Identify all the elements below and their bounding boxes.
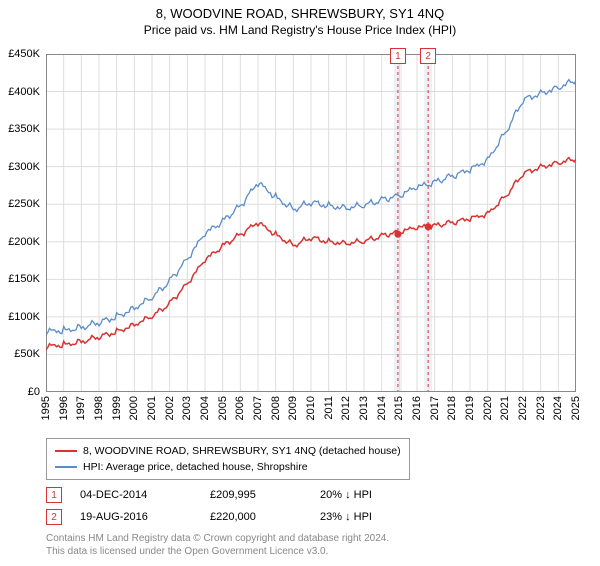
x-axis-label: 2005 bbox=[217, 396, 229, 420]
sale-date: 19-AUG-2016 bbox=[80, 511, 210, 523]
footer-line-1: Contains HM Land Registry data © Crown c… bbox=[46, 532, 389, 545]
y-axis-label: £400K bbox=[0, 86, 40, 98]
legend: 8, WOODVINE ROAD, SHREWSBURY, SY1 4NQ (d… bbox=[46, 438, 410, 480]
sale-row: 1 04-DEC-2014£209,99520% ↓ HPI bbox=[46, 484, 430, 506]
sale-records: 1 04-DEC-2014£209,99520% ↓ HPI 2 19-AUG-201… bbox=[46, 484, 430, 528]
x-axis-label: 2018 bbox=[446, 396, 458, 420]
legend-item: HPI: Average price, detached house, Shro… bbox=[55, 459, 401, 475]
x-axis-label: 2014 bbox=[376, 396, 388, 420]
x-axis-label: 2012 bbox=[340, 396, 352, 420]
x-axis-label: 2017 bbox=[429, 396, 441, 420]
y-axis-label: £350K bbox=[0, 123, 40, 135]
footer-line-2: This data is licensed under the Open Gov… bbox=[46, 545, 389, 558]
sale-badge: 1 bbox=[46, 487, 62, 503]
sale-marker-badge: 2 bbox=[420, 48, 436, 64]
x-axis-label: 2007 bbox=[252, 396, 264, 420]
legend-swatch bbox=[55, 450, 77, 452]
sale-price: £209,995 bbox=[210, 489, 320, 501]
x-axis-label: 1996 bbox=[58, 396, 70, 420]
legend-label: 8, WOODVINE ROAD, SHREWSBURY, SY1 4NQ (d… bbox=[83, 443, 401, 459]
x-axis-label: 2006 bbox=[234, 396, 246, 420]
x-axis-label: 2024 bbox=[552, 396, 564, 420]
y-axis-label: £200K bbox=[0, 236, 40, 248]
sale-delta: 23% ↓ HPI bbox=[320, 511, 430, 523]
chart-title: 8, WOODVINE ROAD, SHREWSBURY, SY1 4NQ bbox=[0, 6, 600, 21]
sale-badge: 2 bbox=[46, 509, 62, 525]
sale-delta: 20% ↓ HPI bbox=[320, 489, 430, 501]
y-axis-label: £150K bbox=[0, 273, 40, 285]
sale-marker-badge: 1 bbox=[390, 48, 406, 64]
x-axis-label: 1999 bbox=[111, 396, 123, 420]
x-axis-label: 2025 bbox=[570, 396, 582, 420]
chart-area: £0£50K£100K£150K£200K£250K£300K£350K£400… bbox=[46, 54, 576, 392]
y-axis-label: £50K bbox=[0, 348, 40, 360]
legend-item: 8, WOODVINE ROAD, SHREWSBURY, SY1 4NQ (d… bbox=[55, 443, 401, 459]
x-axis-label: 2009 bbox=[287, 396, 299, 420]
sale-date: 04-DEC-2014 bbox=[80, 489, 210, 501]
x-axis-label: 2008 bbox=[270, 396, 282, 420]
line-chart bbox=[46, 54, 576, 392]
x-axis-label: 1995 bbox=[40, 396, 52, 420]
y-axis-label: £0 bbox=[0, 386, 40, 398]
x-axis-label: 2003 bbox=[181, 396, 193, 420]
x-axis-label: 2022 bbox=[517, 396, 529, 420]
x-axis-label: 2011 bbox=[323, 396, 335, 420]
x-axis-label: 2016 bbox=[411, 396, 423, 420]
x-axis-label: 2000 bbox=[128, 396, 140, 420]
x-axis-label: 2013 bbox=[358, 396, 370, 420]
x-axis-label: 1997 bbox=[75, 396, 87, 420]
chart-container: 8, WOODVINE ROAD, SHREWSBURY, SY1 4NQ Pr… bbox=[0, 6, 600, 566]
sale-row: 2 19-AUG-2016£220,00023% ↓ HPI bbox=[46, 506, 430, 528]
x-axis-label: 2020 bbox=[482, 396, 494, 420]
x-axis-label: 2002 bbox=[164, 396, 176, 420]
chart-subtitle: Price paid vs. HM Land Registry's House … bbox=[0, 23, 600, 37]
x-axis-label: 2010 bbox=[305, 396, 317, 420]
x-axis-label: 1998 bbox=[93, 396, 105, 420]
x-axis-label: 2023 bbox=[535, 396, 547, 420]
x-axis-label: 2021 bbox=[499, 396, 511, 420]
x-axis-label: 2001 bbox=[146, 396, 158, 420]
y-axis-label: £300K bbox=[0, 161, 40, 173]
x-axis-label: 2019 bbox=[464, 396, 476, 420]
license-footer: Contains HM Land Registry data © Crown c… bbox=[46, 532, 389, 558]
x-axis-label: 2004 bbox=[199, 396, 211, 420]
sale-price: £220,000 bbox=[210, 511, 320, 523]
x-axis-label: 2015 bbox=[393, 396, 405, 420]
legend-label: HPI: Average price, detached house, Shro… bbox=[83, 459, 308, 475]
legend-swatch bbox=[55, 466, 77, 468]
y-axis-label: £450K bbox=[0, 48, 40, 60]
y-axis-label: £250K bbox=[0, 198, 40, 210]
y-axis-label: £100K bbox=[0, 311, 40, 323]
